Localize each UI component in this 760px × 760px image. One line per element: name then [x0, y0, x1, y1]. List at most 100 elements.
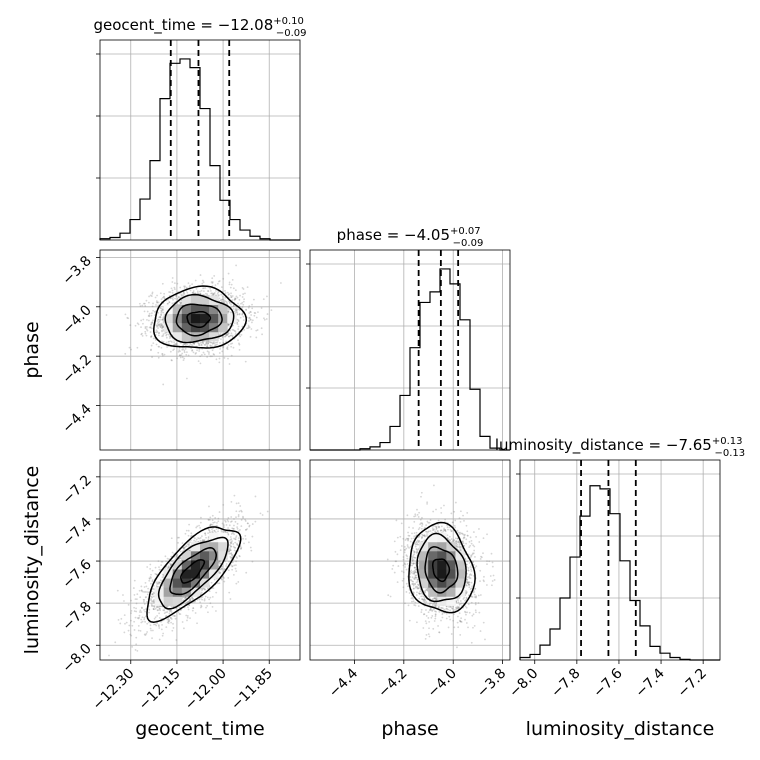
scatter-point [201, 596, 204, 598]
scatter-point [158, 607, 161, 610]
scatter-point [171, 289, 174, 292]
scatter-point [218, 297, 221, 300]
scatter-point [162, 632, 165, 635]
scatter-point [138, 614, 141, 617]
scatter-point [207, 342, 210, 345]
scatter-point [228, 283, 231, 286]
scatter-point [211, 528, 213, 531]
scatter-point [231, 335, 234, 338]
scatter-point [187, 600, 190, 603]
scatter-point [209, 344, 212, 347]
scatter-point [200, 591, 203, 594]
scatter-point [127, 603, 130, 606]
scatter-point [179, 556, 182, 559]
scatter-point [191, 609, 194, 612]
scatter-point [199, 355, 202, 358]
scatter-point [195, 287, 198, 290]
scatter-point [215, 591, 218, 594]
scatter-point [236, 544, 239, 547]
scatter-point [232, 573, 235, 576]
scatter-point [192, 607, 195, 610]
scatter-point [240, 519, 243, 521]
scatter-point [176, 282, 179, 285]
scatter-point [206, 356, 209, 358]
scatter-point [221, 298, 224, 301]
scatter-point [220, 286, 223, 289]
scatter-point [171, 302, 174, 305]
scatter-point [233, 549, 236, 552]
scatter-point [179, 550, 182, 553]
scatter-point [256, 329, 259, 331]
scatter-point [158, 324, 161, 327]
scatter-point [230, 332, 233, 335]
scatter-point [232, 305, 235, 308]
scatter-point [230, 542, 233, 545]
scatter-point [160, 620, 162, 623]
scatter-point [211, 605, 214, 608]
scatter-point [181, 621, 184, 623]
scatter-point [235, 582, 238, 585]
scatter-point [198, 344, 200, 346]
scatter-point [217, 582, 219, 585]
scatter-point [226, 333, 229, 336]
scatter-point [137, 617, 140, 620]
scatter-point [197, 360, 200, 363]
scatter-point [140, 589, 143, 592]
scatter-point [228, 301, 231, 304]
density-block [181, 304, 192, 315]
scatter-point [182, 359, 185, 362]
scatter-point [169, 610, 171, 613]
scatter-point [213, 341, 215, 343]
scatter-point [227, 550, 230, 553]
density-block [181, 331, 192, 342]
scatter-point [244, 518, 247, 521]
scatter-point [152, 319, 154, 322]
scatter-point [207, 611, 209, 614]
scatter-point [140, 326, 142, 329]
scatter-point [144, 634, 147, 636]
scatter-point [150, 312, 153, 315]
scatter-point [170, 618, 173, 620]
scatter-point [237, 302, 239, 305]
scatter-point [126, 316, 129, 319]
density-block [218, 313, 228, 324]
title-minus: −0.09 [276, 28, 307, 39]
density-block [227, 313, 237, 324]
scatter-point [119, 622, 122, 625]
scatter-point [150, 335, 153, 338]
scatter-point [183, 343, 186, 345]
scatter-point [148, 312, 151, 315]
density-block [218, 322, 228, 333]
scatter-point [182, 291, 185, 294]
scatter-point [211, 595, 214, 598]
scatter-point [166, 346, 168, 348]
scatter-point [242, 319, 245, 322]
scatter-point [206, 341, 209, 344]
scatter-point [246, 286, 249, 289]
scatter-point [188, 543, 191, 545]
scatter-point [222, 277, 225, 280]
scatter-point [199, 539, 202, 542]
scatter-point [190, 532, 193, 535]
scatter-point [224, 290, 226, 292]
scatter-point [193, 539, 196, 542]
scatter-point [228, 323, 230, 326]
scatter-point [168, 335, 171, 338]
scatter-point [162, 325, 164, 327]
scatter-point [188, 597, 191, 600]
scatter-point [231, 295, 234, 297]
scatter-point [249, 335, 252, 338]
scatter-point [127, 629, 130, 632]
scatter-point [132, 587, 135, 589]
scatter-point [209, 287, 212, 290]
scatter-point [160, 564, 163, 567]
scatter-point [152, 600, 155, 603]
scatter-point [242, 515, 244, 518]
scatter-point [204, 292, 207, 295]
scatter-point [196, 341, 199, 344]
scatter-point [124, 313, 127, 316]
scatter-point [240, 509, 243, 512]
density-block [190, 295, 201, 305]
scatter-point [206, 293, 209, 296]
scatter-point [235, 309, 238, 312]
